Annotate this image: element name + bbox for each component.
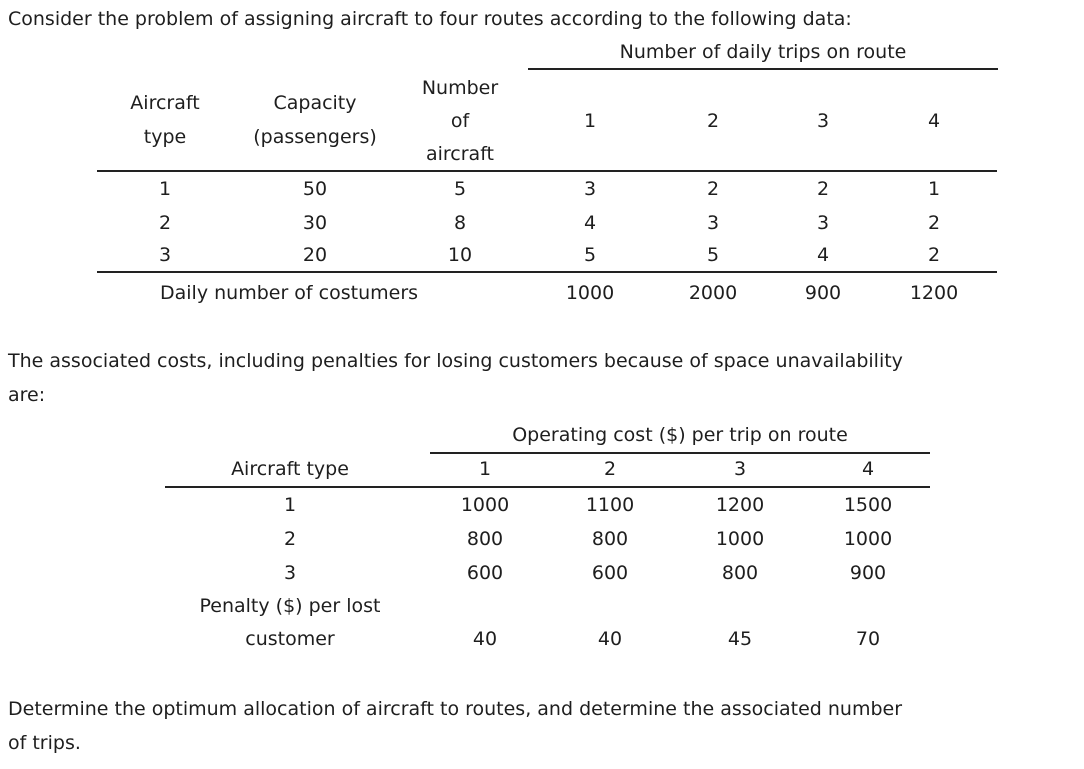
route-header-1: 1	[583, 110, 597, 132]
cost-cell: 1200	[715, 494, 765, 516]
capacity-cell: 30	[302, 212, 328, 234]
trips-group-header: Number of daily trips on route	[619, 41, 907, 63]
aircraft-type-cell: 1	[283, 494, 297, 516]
penalty-value: 40	[472, 628, 498, 650]
trips-cell: 2	[816, 178, 830, 200]
cost-cell: 1100	[585, 494, 635, 516]
cost-group-header: Operating cost ($) per trip on route	[512, 424, 848, 446]
daily-customers-label: Daily number of costumers	[160, 282, 419, 304]
cost-cell: 1500	[843, 494, 893, 516]
header-capacity-line1: Capacity	[273, 92, 357, 114]
cost-cell: 900	[849, 562, 887, 584]
cost-cell: 1000	[460, 494, 510, 516]
daily-customers-value: 2000	[688, 282, 738, 304]
trips-cell: 2	[706, 178, 720, 200]
cost-cell: 1000	[843, 528, 893, 550]
route-header-2: 2	[706, 110, 720, 132]
trips-cell: 5	[706, 244, 720, 266]
cost-cell: 1000	[715, 528, 765, 550]
aircraft-type-cell: 3	[283, 562, 297, 584]
aircraft-type-cell: 1	[158, 178, 172, 200]
route-header-3: 3	[816, 110, 830, 132]
cost-cell: 800	[721, 562, 759, 584]
closing-text-line2: of trips.	[8, 732, 81, 754]
aircraft-type-cell: 2	[283, 528, 297, 550]
trips-cell: 4	[816, 244, 830, 266]
cost-cell: 800	[591, 528, 629, 550]
cost-group-rule	[430, 452, 930, 454]
aircraft-type-header: Aircraft type	[231, 458, 349, 480]
trips-cell: 3	[583, 178, 597, 200]
header-number-line2: of	[450, 110, 470, 132]
cost-route-header-3: 3	[733, 458, 747, 480]
header-number-line3: aircraft	[425, 143, 495, 165]
closing-text-line1: Determine the optimum allocation of airc…	[8, 698, 903, 720]
number-cell: 5	[453, 178, 467, 200]
trips-cell: 3	[816, 212, 830, 234]
costs-text-line2: are:	[8, 384, 46, 406]
cost-cell: 600	[466, 562, 504, 584]
cost-cell: 800	[466, 528, 504, 550]
daily-customers-value: 900	[804, 282, 842, 304]
header-aircraft-type-line1: Aircraft	[130, 92, 200, 114]
header-capacity-line2: (passengers)	[253, 126, 377, 148]
route-header-4: 4	[927, 110, 941, 132]
trips-cell: 2	[927, 244, 941, 266]
number-cell: 8	[453, 212, 467, 234]
penalty-value: 70	[855, 628, 881, 650]
capacity-cell: 50	[302, 178, 328, 200]
capacity-cell: 20	[302, 244, 328, 266]
intro-text: Consider the problem of assigning aircra…	[8, 8, 852, 30]
header-number-line1: Number	[421, 77, 499, 99]
footer-rule	[97, 271, 997, 273]
trips-cell: 5	[583, 244, 597, 266]
penalty-value: 45	[727, 628, 753, 650]
daily-customers-value: 1200	[909, 282, 959, 304]
penalty-label-line1: Penalty ($) per lost	[199, 595, 381, 617]
trips-cell: 3	[706, 212, 720, 234]
header-rule	[97, 170, 997, 172]
number-cell: 10	[447, 244, 473, 266]
costs-text-line1: The associated costs, including penaltie…	[8, 350, 903, 372]
cost-header-rule	[165, 486, 930, 488]
trips-cell: 2	[927, 212, 941, 234]
group-header-rule	[528, 68, 998, 70]
cost-cell: 600	[591, 562, 629, 584]
aircraft-type-cell: 3	[158, 244, 172, 266]
trips-cell: 4	[583, 212, 597, 234]
trips-cell: 1	[927, 178, 941, 200]
aircraft-type-cell: 2	[158, 212, 172, 234]
penalty-value: 40	[597, 628, 623, 650]
cost-route-header-2: 2	[603, 458, 617, 480]
penalty-label-line2: customer	[245, 628, 335, 650]
header-aircraft-type-line2: type	[143, 126, 187, 148]
daily-customers-value: 1000	[565, 282, 615, 304]
cost-route-header-4: 4	[861, 458, 875, 480]
cost-route-header-1: 1	[478, 458, 492, 480]
